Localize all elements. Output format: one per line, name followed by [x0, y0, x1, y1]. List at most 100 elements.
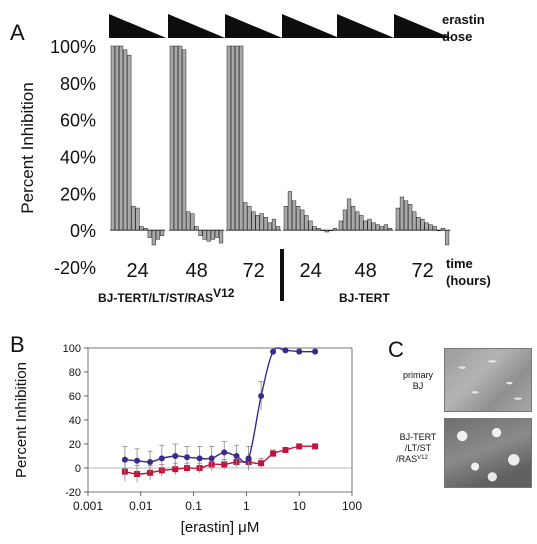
dose-wedge: [225, 14, 283, 38]
panel-a-y-tick-label: 20%: [60, 184, 96, 204]
panel-a-y-tick-label: 0%: [70, 221, 96, 241]
panel-a-bar: [359, 215, 364, 231]
panel-b-point: [221, 461, 228, 468]
panel-b-ylabel: Percent Inhibition: [13, 362, 30, 478]
transformed-cells-micrograph: [444, 418, 532, 488]
panel-b-point: [221, 449, 228, 456]
panel-a-bar: [186, 211, 191, 231]
panel-a-y-tick-label: 80%: [60, 74, 96, 94]
time-label-2: (hours): [446, 273, 491, 288]
panel-a-bar: [214, 229, 220, 238]
panel-a-bar: [194, 226, 199, 231]
dose-wedge: [109, 14, 167, 38]
panel-b-point: [296, 443, 303, 450]
panel-a-bar: [202, 229, 207, 240]
panel-b-point: [282, 347, 289, 354]
panel-a-bar: [267, 222, 272, 231]
cell-line-1-label: BJ-TERT/LT/ST/RASV12: [98, 286, 235, 305]
panel-a-bar: [247, 205, 252, 231]
panel-a-bar: [110, 45, 115, 231]
panel-a-y-tick-label: 60%: [60, 111, 96, 131]
panel-a-bar: [159, 229, 165, 236]
dose-wedges: [109, 14, 452, 38]
panel-a-bar: [403, 200, 409, 231]
panel-a-bar: [155, 229, 161, 240]
panel-a-bar: [259, 213, 264, 231]
panel-a-bar: [342, 209, 348, 231]
panel-a-group-label: 72: [412, 260, 434, 282]
panel-a-bar: [420, 218, 425, 231]
panel-a-bar: [147, 229, 152, 238]
dose-wedge: [394, 14, 452, 38]
panel-b-y-tick-label: 20: [69, 439, 81, 451]
panel-b-x-tick-label: 10: [293, 499, 307, 513]
panel-b-x-tick-label: 0.1: [185, 499, 202, 513]
dose-wedge: [282, 14, 340, 38]
panel-a-bar: [291, 200, 297, 231]
dose-label-2: dose: [442, 29, 472, 44]
panel-a-bar: [346, 198, 352, 231]
panel-a-y-tick-label: 100%: [50, 37, 96, 57]
panel-a-ylabel: Percent Inhibition: [18, 82, 37, 213]
panel-a-group-label: 24: [300, 260, 322, 282]
panel-a-bar: [412, 211, 417, 231]
panel-b-point: [270, 348, 277, 355]
panel-a-bar: [239, 45, 244, 231]
panel-a-bar: [271, 218, 277, 231]
panel-a-bar: [123, 49, 128, 231]
panel-a-bar: [371, 222, 376, 231]
panel-a-bar: [424, 222, 429, 231]
panel-a-bar: [275, 226, 281, 231]
panel-a-group-label: 48: [355, 260, 377, 282]
panel-a-bar: [312, 226, 317, 231]
panel-a-bar: [408, 204, 413, 231]
panel-a-bar: [127, 54, 132, 231]
dose-wedge: [337, 14, 395, 38]
panel-a-bar: [351, 205, 356, 231]
panel-b-y-tick-label: -20: [65, 487, 81, 499]
cell-line-divider: [280, 249, 284, 301]
panel-b-point: [296, 348, 303, 355]
panel-a-bar: [395, 207, 400, 231]
panel-a-label: A: [10, 20, 25, 45]
panel-a-group-label: 48: [186, 260, 208, 282]
panel-b-x-tick-label: 0.01: [129, 499, 153, 513]
panel-b-point: [172, 453, 179, 459]
panel-b-x-tick-label: 100: [342, 499, 362, 513]
panel-b-y-tick-label: 100: [63, 343, 81, 355]
panel-a-bar: [114, 45, 120, 231]
panel-b-xlabel: [erastin] μM: [181, 519, 260, 536]
panel-a-bar: [230, 45, 236, 231]
panel-b-series: [121, 347, 319, 483]
panel-a-bar: [367, 218, 372, 231]
panel-b-point: [184, 454, 191, 461]
panel-a-bar: [177, 45, 183, 231]
panel-b-point: [245, 455, 252, 462]
panel-a-bar: [226, 45, 231, 231]
panel-a-bar: [234, 45, 240, 231]
panel-a-bar: [173, 45, 179, 231]
primary-bj-micrograph: [444, 348, 532, 412]
panel-b-point: [258, 460, 265, 467]
panel-b-point: [121, 456, 128, 463]
panel-b-point: [134, 457, 141, 464]
panel-a-bar: [190, 213, 195, 231]
panel-a-bar: [399, 196, 405, 231]
cell-line-2-label: BJ-TERT: [339, 291, 390, 305]
panel-a-bars: [110, 45, 451, 246]
panel-a-bar: [198, 229, 203, 236]
panel-b-y-tick-label: 60: [69, 391, 81, 403]
panel-a-group-label: 24: [127, 260, 149, 282]
panel-a-group-labels: 24 48 72 24 48 72: [127, 260, 434, 282]
panel-a-bar: [383, 224, 389, 231]
panel-a-bar: [300, 209, 305, 231]
panel-b-series-line: [124, 347, 316, 464]
panel-b-series-line: [124, 445, 316, 475]
panel-b-point: [196, 455, 203, 462]
panel-a-bar: [308, 220, 313, 231]
panel-a-bar: [118, 45, 124, 231]
panel-a-bar: [218, 229, 224, 244]
panel-a-bar: [169, 45, 174, 231]
panel-a-bar: [432, 226, 437, 231]
